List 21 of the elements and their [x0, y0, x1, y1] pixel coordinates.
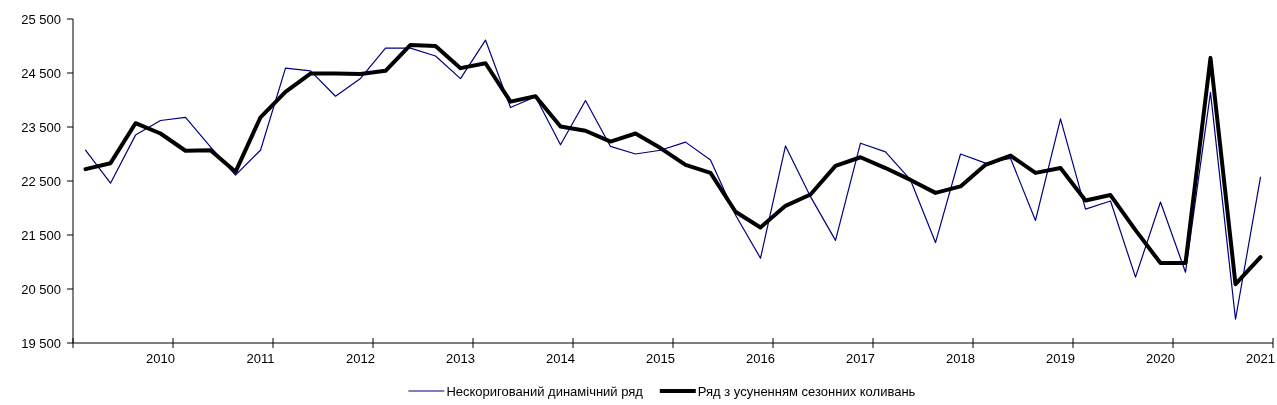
y-tick-label: 24 500 — [21, 65, 61, 81]
x-tick-label: 2014 — [546, 351, 575, 366]
x-tick-label: 2013 — [446, 351, 475, 366]
y-tick-label: 19 500 — [21, 335, 61, 351]
x-tick-label: 2015 — [646, 351, 675, 366]
x-tick-label: 2016 — [746, 351, 775, 366]
y-tick-label: 21 500 — [21, 227, 61, 243]
y-tick-label: 25 500 — [21, 11, 61, 27]
x-tick-label: 2019 — [1046, 351, 1075, 366]
x-tick-label: 2021 — [1246, 351, 1275, 366]
x-tick-label: 2012 — [346, 351, 375, 366]
x-tick-label: 2010 — [146, 351, 175, 366]
y-tick-label: 20 500 — [21, 281, 61, 297]
x-tick-label: 2020 — [1146, 351, 1175, 366]
y-tick-label: 23 500 — [21, 119, 61, 135]
legend-label: Ряд з усуненням сезонних коливань — [697, 383, 916, 399]
x-tick-label: 2017 — [846, 351, 875, 366]
x-tick-label: 2018 — [946, 351, 975, 366]
y-tick-label: 22 500 — [21, 173, 61, 189]
legend-label: Нескоригований динамічний ряд — [446, 383, 644, 399]
x-tick-label: 2011 — [246, 351, 275, 366]
